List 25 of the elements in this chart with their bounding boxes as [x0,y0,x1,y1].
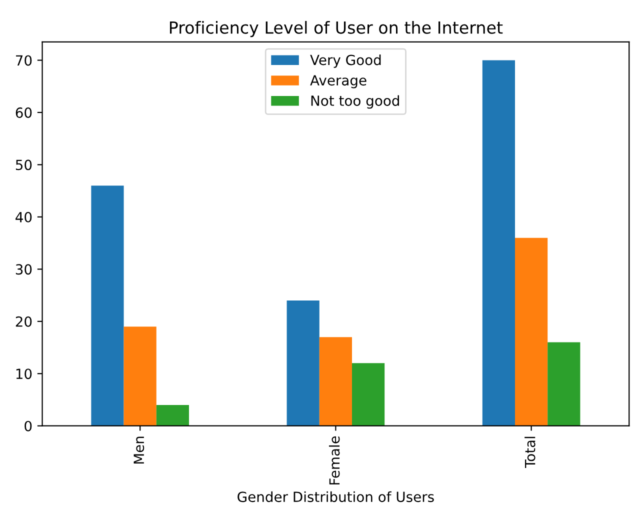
bar [482,60,515,426]
bar [286,300,320,426]
bar [124,326,156,426]
x-tick-label: Female [328,436,340,484]
y-tick-label: 20 [16,316,32,327]
bar [91,186,124,426]
legend-label: Very Good [310,54,381,68]
y-tick-label: 10 [16,368,32,380]
bar [156,404,189,426]
y-tick-label: 0 [24,420,32,432]
x-axis-title: Gender Distribution of Users [238,491,434,502]
y-tick-label: 30 [16,264,32,275]
x-tick-label: Total [524,436,536,468]
bar [319,337,352,426]
bar [352,363,385,426]
y-tick-label: 40 [16,212,32,222]
chart-title: Proficiency Level of User on the Internet [170,20,503,38]
bar [515,238,548,426]
bar [548,342,580,426]
y-tick-label: 70 [16,55,32,66]
legend-label: Average [310,75,366,88]
x-tick-label: Men [134,436,144,464]
y-tick-label: 50 [16,160,32,170]
y-tick-label: 60 [16,107,32,118]
legend-label: Not too good [311,95,399,109]
